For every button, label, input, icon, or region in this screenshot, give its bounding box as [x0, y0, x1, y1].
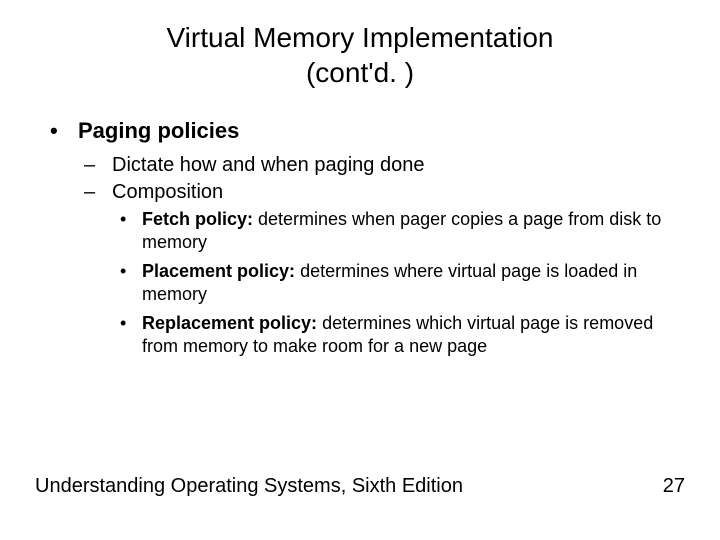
dot-bullet-icon: • — [120, 260, 142, 306]
dash-bullet-icon: – — [84, 154, 112, 177]
bullet-level3: • Placement policy: determines where vir… — [120, 260, 685, 306]
slide-footer: Understanding Operating Systems, Sixth E… — [35, 475, 685, 498]
title-line1: Virtual Memory Implementation — [167, 22, 554, 53]
bullet-level1: • Paging policies — [50, 118, 685, 144]
l3-bold: Placement policy: — [142, 261, 300, 281]
page-number: 27 — [663, 475, 685, 498]
level3-group: • Fetch policy: determines when pager co… — [50, 208, 685, 358]
l3-bold: Replacement policy: — [142, 313, 322, 333]
l1-text: Paging policies — [78, 118, 239, 144]
dash-bullet-icon: – — [84, 181, 112, 204]
l2b-text: Composition — [112, 181, 223, 204]
slide-title: Virtual Memory Implementation (cont'd. ) — [35, 20, 685, 90]
dot-bullet-icon: • — [120, 312, 142, 358]
bullet-level2: – Composition — [50, 181, 685, 204]
bullet-level3: • Replacement policy: determines which v… — [120, 312, 685, 358]
footer-left: Understanding Operating Systems, Sixth E… — [35, 475, 463, 498]
slide-content: • Paging policies – Dictate how and when… — [35, 118, 685, 358]
l3-item: Placement policy: determines where virtu… — [142, 260, 685, 306]
disc-bullet-icon: • — [50, 118, 78, 144]
bullet-level3: • Fetch policy: determines when pager co… — [120, 208, 685, 254]
bullet-level2: – Dictate how and when paging done — [50, 154, 685, 177]
dot-bullet-icon: • — [120, 208, 142, 254]
title-line2: (cont'd. ) — [306, 57, 414, 88]
l3-item: Fetch policy: determines when pager copi… — [142, 208, 685, 254]
l3-item: Replacement policy: determines which vir… — [142, 312, 685, 358]
l2a-text: Dictate how and when paging done — [112, 154, 424, 177]
l3-bold: Fetch policy: — [142, 209, 258, 229]
